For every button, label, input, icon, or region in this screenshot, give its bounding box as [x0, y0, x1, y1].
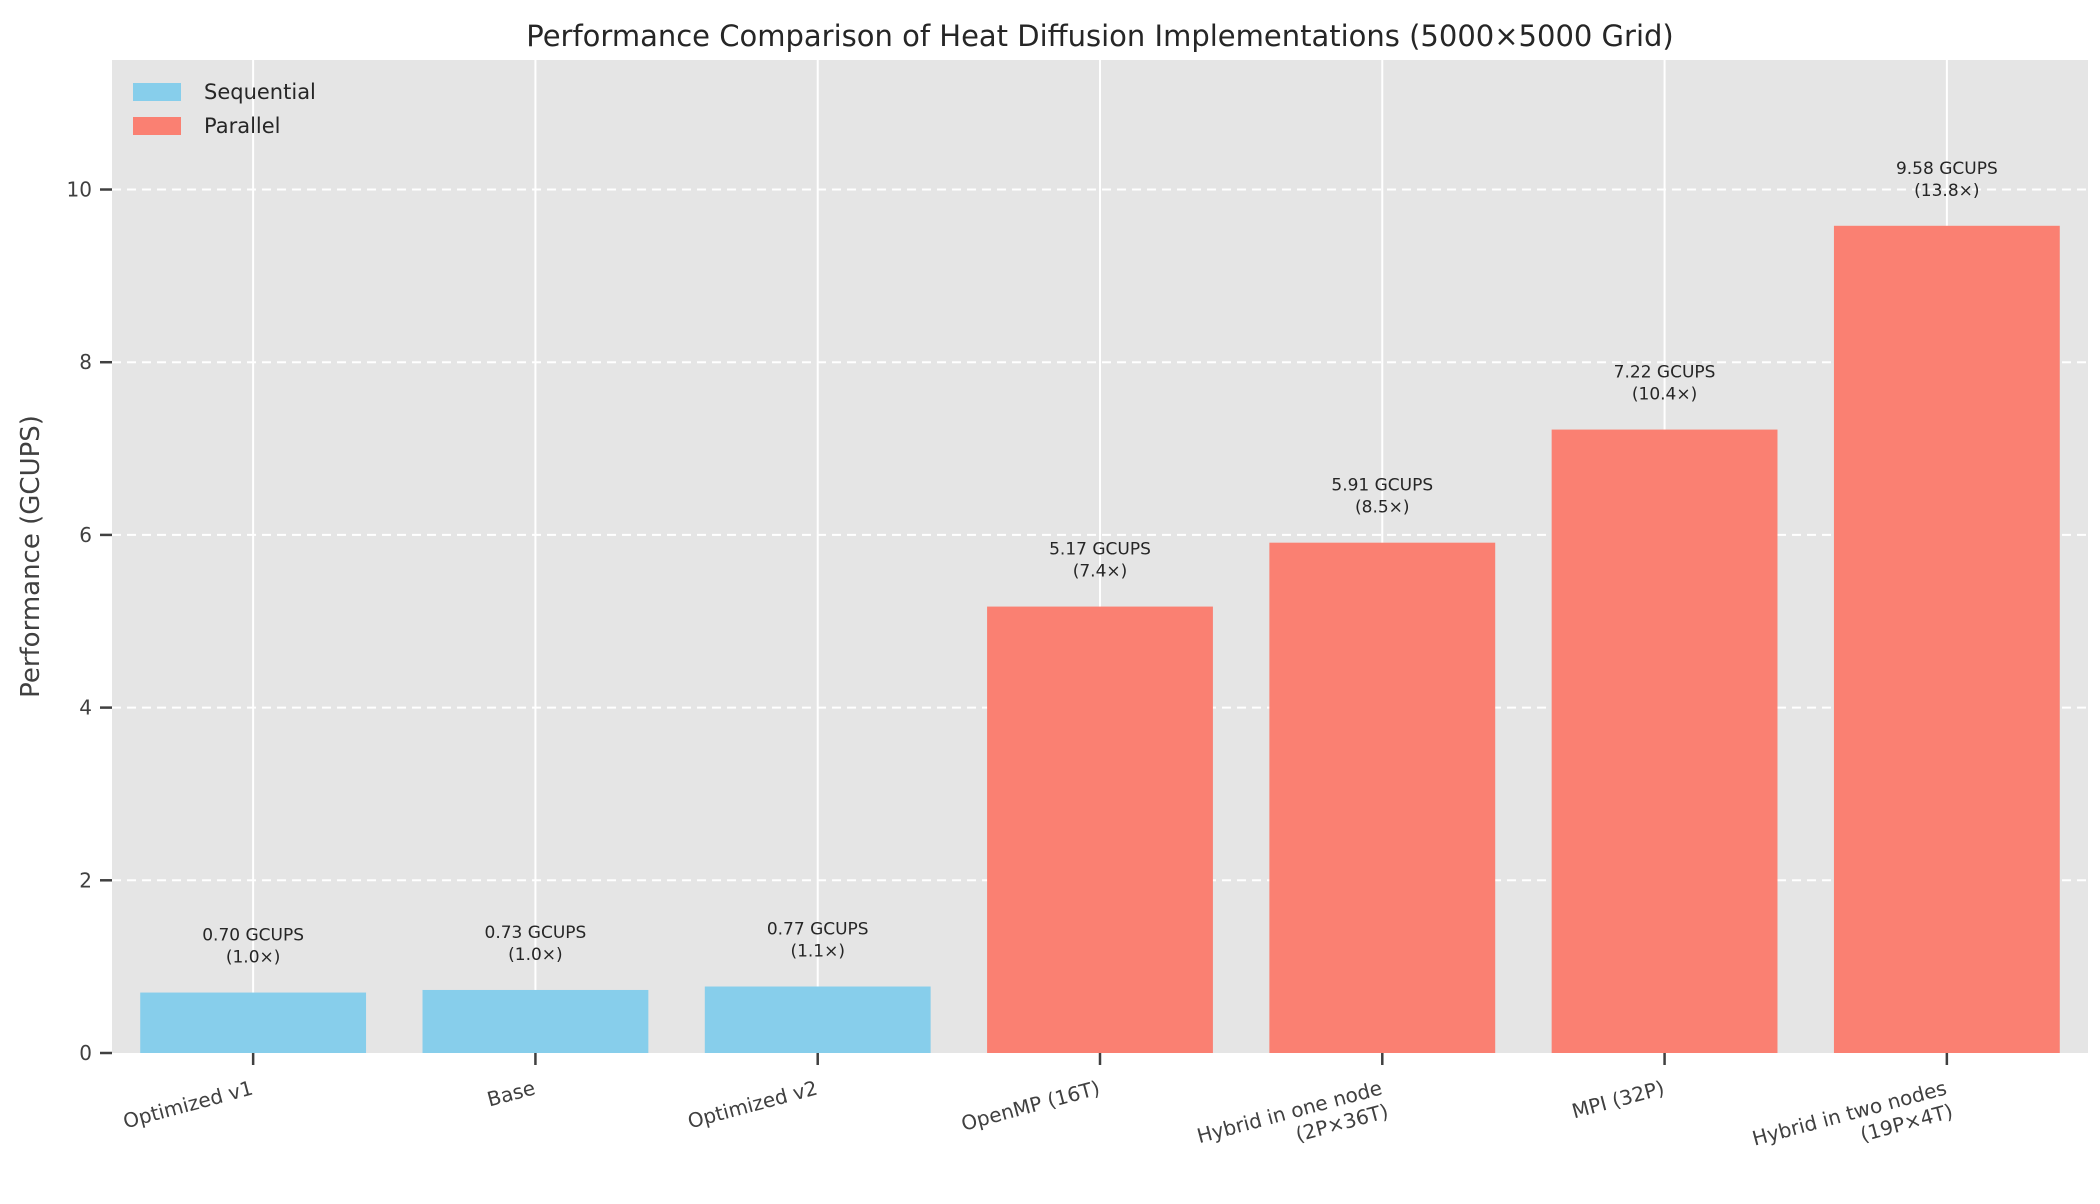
data-label: (8.5×) [1355, 498, 1410, 518]
data-label: 9.58 GCUPS [1896, 159, 1998, 179]
y-tick-label: 8 [79, 350, 92, 374]
bar [1269, 542, 1496, 1053]
bar [987, 606, 1213, 1053]
data-label: (1.0×) [226, 948, 281, 968]
bars [140, 225, 2060, 1053]
data-label: (1.1×) [790, 942, 845, 962]
data-label: (1.0×) [508, 945, 563, 965]
y-axis-label: Performance (GCUPS) [16, 415, 46, 698]
data-label: 0.77 GCUPS [767, 920, 869, 940]
bar [140, 992, 367, 1053]
data-label: 5.91 GCUPS [1331, 476, 1433, 496]
data-label: (13.8×) [1914, 181, 1979, 201]
bar [704, 986, 931, 1053]
legend-label: Parallel [204, 114, 281, 138]
bar [1833, 225, 2060, 1053]
legend-swatch [133, 117, 181, 135]
data-label: 7.22 GCUPS [1614, 363, 1716, 383]
legend: Sequential Parallel [133, 80, 316, 138]
data-labels: 0.70 GCUPS(1.0×)0.73 GCUPS(1.0×)0.77 GCU… [202, 159, 1998, 968]
y-tick-label: 2 [79, 868, 92, 892]
bar [1551, 429, 1778, 1053]
y-tick-label: 4 [79, 696, 92, 720]
y-tick-label: 6 [79, 523, 92, 547]
legend-label: Sequential [204, 80, 316, 104]
data-label: (10.4×) [1632, 385, 1697, 405]
bar [422, 989, 649, 1053]
data-label: (7.4×) [1073, 562, 1128, 582]
data-label: 0.70 GCUPS [202, 926, 304, 946]
y-tick-label: 0 [79, 1041, 92, 1065]
legend-swatch [133, 83, 181, 101]
y-tick-label: 10 [67, 178, 92, 202]
chart-title: Performance Comparison of Heat Diffusion… [526, 19, 1673, 53]
data-label: 5.17 GCUPS [1049, 540, 1151, 560]
data-label: 0.73 GCUPS [485, 923, 587, 943]
